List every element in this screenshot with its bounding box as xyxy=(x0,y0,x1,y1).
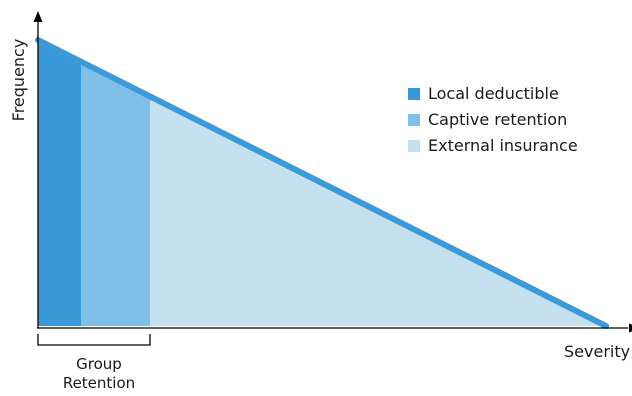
group-retention-bracket xyxy=(37,334,151,346)
group-retention-label-line1: Group xyxy=(76,355,122,373)
group-retention-label-line2: Retention xyxy=(63,374,135,392)
legend-label-local-deductible: Local deductible xyxy=(428,84,559,103)
legend-swatch-captive-retention xyxy=(408,114,420,126)
y-axis-label: Frequency xyxy=(9,39,28,122)
legend-swatch-local-deductible xyxy=(408,88,420,100)
legend: Local deductible Captive retention Exter… xyxy=(408,84,578,155)
captive-retention-region xyxy=(81,62,150,326)
x-axis-label: Severity xyxy=(564,342,630,361)
legend-swatch-external-insurance xyxy=(408,140,420,152)
legend-label-external-insurance: External insurance xyxy=(428,136,578,155)
y-axis-arrow-icon xyxy=(33,11,43,22)
local-deductible-region xyxy=(38,40,81,326)
legend-label-captive-retention: Captive retention xyxy=(428,110,567,129)
x-axis-arrow-icon xyxy=(629,323,632,333)
frequency-severity-line xyxy=(35,37,609,329)
